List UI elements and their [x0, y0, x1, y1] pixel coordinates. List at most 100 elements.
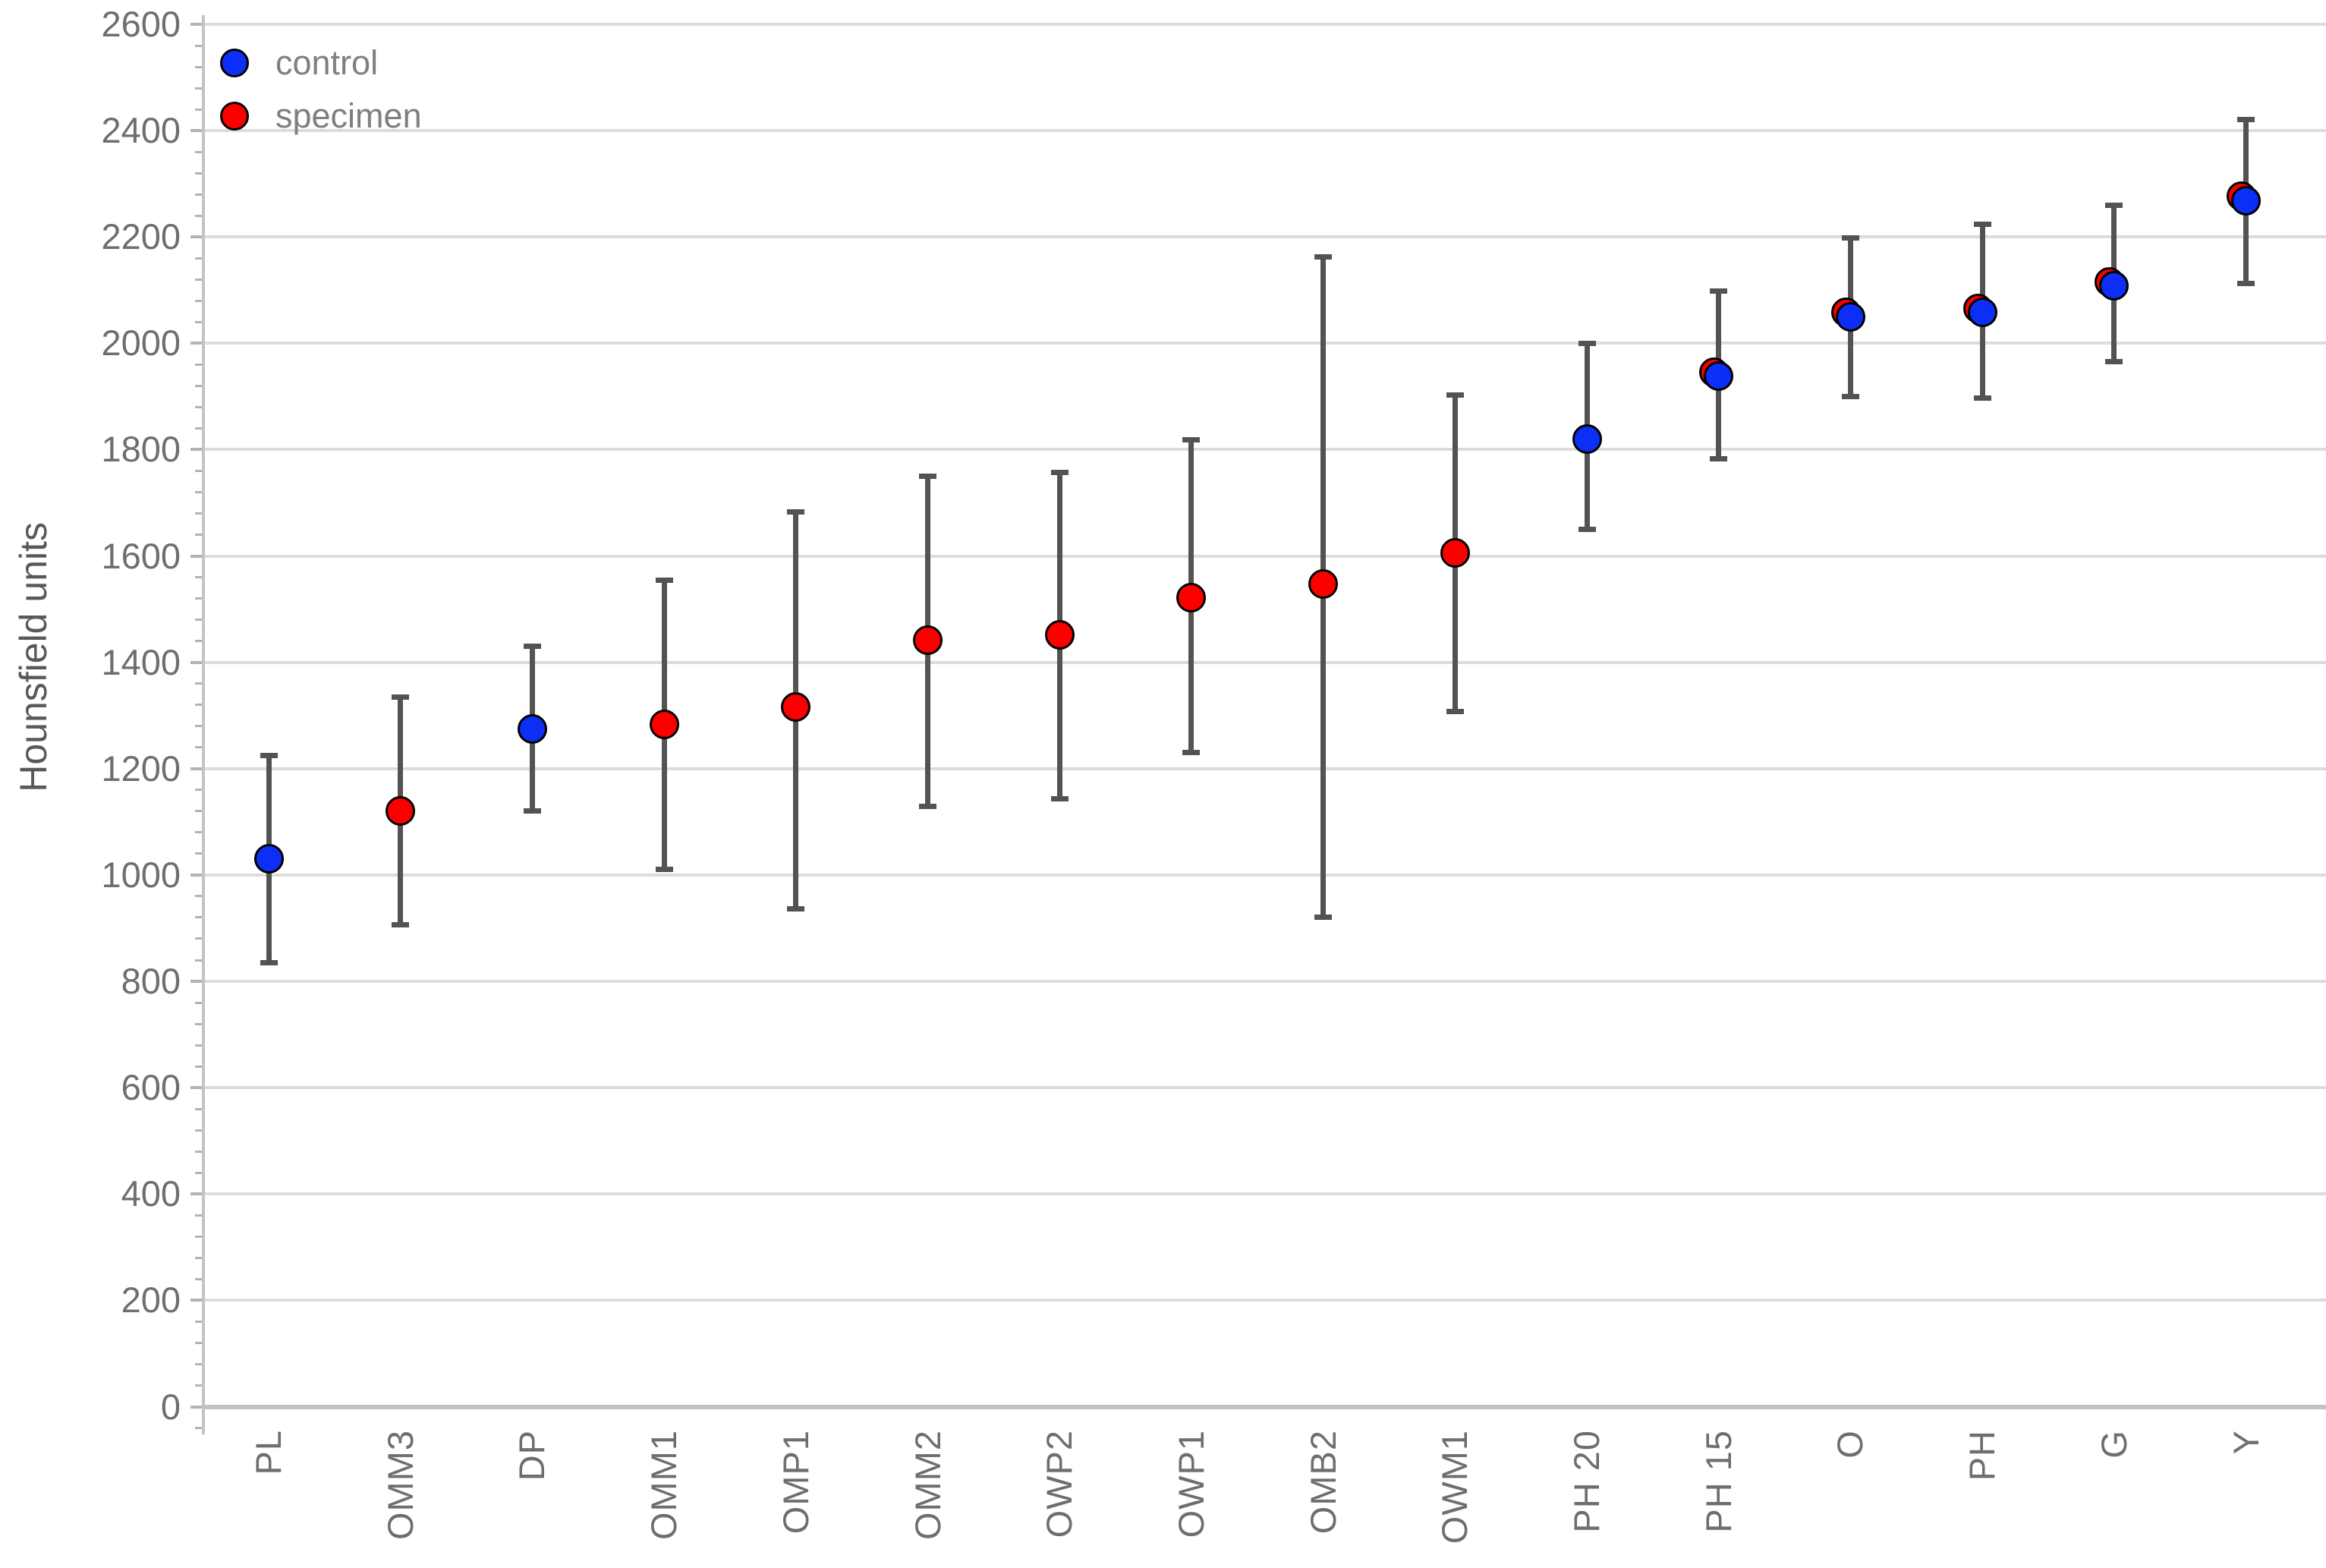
error-bar-cap-top: [919, 474, 936, 480]
gridline: [203, 1086, 2326, 1090]
y-minor-tick: [195, 278, 203, 281]
gridline: [203, 235, 2326, 239]
gridline: [203, 23, 2326, 26]
error-bar-cap-bottom: [1578, 527, 1596, 533]
y-minor-tick: [195, 1022, 203, 1025]
error-bar-cap-top: [787, 508, 805, 515]
y-minor-tick: [195, 1065, 203, 1068]
y-minor-tick: [195, 172, 203, 175]
y-minor-tick: [195, 597, 203, 600]
y-major-tick: [190, 767, 203, 770]
y-minor-tick: [195, 320, 203, 323]
x-category-label: OMM1: [644, 1430, 685, 1540]
y-minor-tick: [195, 1320, 203, 1323]
y-minor-tick: [195, 1001, 203, 1004]
data-point-specimen: [1308, 569, 1339, 600]
legend-item-control: control: [220, 36, 422, 90]
y-minor-tick: [195, 1427, 203, 1430]
gridline: [203, 1299, 2326, 1302]
y-minor-tick: [195, 789, 203, 792]
y-major-tick: [190, 1405, 203, 1409]
x-category-label: OMP1: [775, 1430, 816, 1535]
gridline: [203, 342, 2326, 345]
gridline: [203, 554, 2326, 558]
gridline: [203, 1192, 2326, 1196]
error-bar-cap-top: [1050, 469, 1069, 475]
x-category-label: OWP2: [1039, 1430, 1080, 1538]
legend-item-specimen: specimen: [220, 90, 422, 143]
error-bar-cap-bottom: [1973, 395, 1991, 401]
data-point-control: [253, 844, 284, 874]
error-bar-cap-bottom: [2105, 358, 2123, 364]
error-bar-cap-bottom: [260, 959, 278, 965]
specimen-marker-icon: [220, 102, 249, 131]
error-bar-cap-top: [655, 578, 673, 584]
y-major-tick: [190, 448, 203, 452]
error-bar-cap-bottom: [392, 921, 410, 927]
data-point-control: [517, 713, 547, 744]
y-tick-label: 1400: [101, 641, 181, 682]
y-minor-tick: [195, 257, 203, 260]
y-minor-tick: [195, 150, 203, 153]
y-minor-tick: [195, 959, 203, 962]
y-minor-tick: [195, 704, 203, 707]
y-axis-line: [202, 15, 205, 1434]
data-point-control: [1572, 423, 1602, 454]
error-bar-cap-top: [1182, 437, 1201, 443]
error-bar-cap-top: [1973, 222, 1991, 228]
y-minor-tick: [195, 427, 203, 430]
data-point-control: [1835, 301, 1865, 332]
y-minor-tick: [195, 810, 203, 813]
y-minor-tick: [195, 1214, 203, 1217]
x-category-label: PH: [1962, 1430, 2003, 1481]
y-minor-tick: [195, 1341, 203, 1344]
gridline: [203, 767, 2326, 770]
y-major-tick: [190, 342, 203, 345]
error-bar-cap-top: [2237, 116, 2255, 122]
x-category-label: PL: [248, 1430, 288, 1475]
y-tick-label: 0: [160, 1386, 181, 1427]
y-minor-tick: [195, 746, 203, 749]
data-point-specimen: [649, 710, 679, 740]
legend: control specimen: [220, 36, 422, 143]
y-minor-tick: [195, 916, 203, 919]
x-category-label: Y: [2225, 1430, 2266, 1455]
gridline: [203, 873, 2326, 877]
y-tick-label: 2200: [101, 216, 181, 257]
error-bar-cap-bottom: [1182, 749, 1201, 755]
data-point-control: [1704, 361, 1734, 392]
error-bar-cap-top: [260, 752, 278, 758]
y-minor-tick: [195, 640, 203, 643]
y-minor-tick: [195, 725, 203, 728]
y-major-tick: [190, 1192, 203, 1196]
x-category-label: OWM1: [1434, 1430, 1475, 1544]
y-tick-label: 200: [121, 1280, 181, 1321]
y-minor-tick: [195, 1277, 203, 1280]
data-point-control: [2231, 186, 2261, 216]
y-minor-tick: [195, 1171, 203, 1174]
x-category-label: OMM2: [907, 1430, 948, 1540]
x-category-label: PH 20: [1566, 1430, 1607, 1533]
data-point-specimen: [1176, 583, 1207, 613]
gridline: [203, 129, 2326, 133]
gridline: [203, 448, 2326, 452]
y-major-tick: [190, 23, 203, 26]
data-point-specimen: [1440, 537, 1470, 568]
y-minor-tick: [195, 1384, 203, 1387]
y-minor-tick: [195, 682, 203, 685]
y-major-tick: [190, 873, 203, 877]
error-bar-cap-bottom: [1710, 456, 1728, 462]
y-minor-tick: [195, 895, 203, 898]
y-minor-tick: [195, 193, 203, 196]
y-major-tick: [190, 1299, 203, 1302]
error-bar-cap-bottom: [919, 803, 936, 809]
data-point-control: [1967, 298, 1997, 328]
error-bar-cap-bottom: [1314, 914, 1333, 920]
error-bar-cap-top: [392, 694, 410, 700]
y-minor-tick: [195, 1107, 203, 1110]
y-minor-tick: [195, 1362, 203, 1365]
y-major-tick: [190, 1086, 203, 1090]
y-minor-tick: [195, 534, 203, 537]
y-tick-label: 1800: [101, 429, 181, 470]
